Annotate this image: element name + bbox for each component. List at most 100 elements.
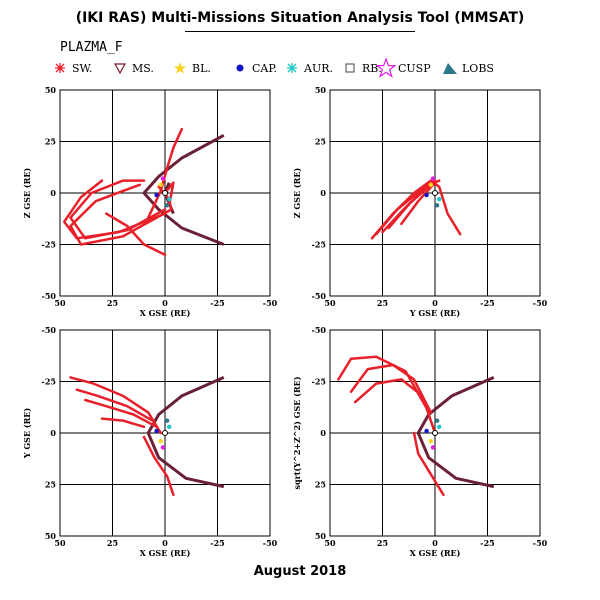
cusp-star-icon xyxy=(376,58,396,78)
x-tick-label: -50 xyxy=(533,298,548,308)
orbit-track xyxy=(142,435,175,497)
region-marker xyxy=(430,176,436,181)
y-tick-label: -50 xyxy=(42,325,57,335)
y-tick-label: 25 xyxy=(45,137,56,147)
rb-square-icon xyxy=(345,63,355,73)
y-tick-label: -25 xyxy=(42,377,56,387)
y-tick-label: 50 xyxy=(45,531,57,541)
legend-item: SW. xyxy=(50,58,92,78)
orbit-track xyxy=(146,127,184,219)
plot-panel: 50 25 0 -25 -50 -50 -25 0 25 50 X GSE (RE) sqrt(Y^2… xyxy=(292,325,548,558)
legend-label: SW. xyxy=(72,61,93,75)
region-marker xyxy=(160,176,166,181)
y-tick-label: -50 xyxy=(312,291,327,301)
orbit-track xyxy=(353,378,424,404)
region-marker xyxy=(164,203,170,208)
region-marker xyxy=(158,182,163,187)
x-tick-label: 0 xyxy=(162,298,168,308)
region-marker xyxy=(424,428,429,434)
x-tick-label: -25 xyxy=(480,538,494,548)
earth-icon xyxy=(432,430,438,436)
boundary-curve xyxy=(142,133,225,246)
orbit-track xyxy=(349,363,433,414)
region-marker xyxy=(434,203,440,208)
orbit-track xyxy=(69,376,163,435)
x-tick-label: 25 xyxy=(377,538,388,548)
orbit-track xyxy=(387,183,433,230)
x-tick-label: 50 xyxy=(54,298,66,308)
x-tick-label: 0 xyxy=(432,298,438,308)
orbit-track xyxy=(100,417,146,429)
y-axis-label: Y GSE (RE) xyxy=(22,408,32,460)
region-marker xyxy=(167,196,172,202)
y-tick-label: 0 xyxy=(50,188,56,198)
region-marker xyxy=(428,182,433,187)
y-tick-label: 0 xyxy=(320,428,326,438)
ms-triangle-icon xyxy=(113,63,127,75)
x-tick-label: 0 xyxy=(432,538,438,548)
y-tick-label: 0 xyxy=(320,188,326,198)
earth-icon xyxy=(432,190,438,196)
boundary-curve xyxy=(416,376,495,489)
y-tick-label: 25 xyxy=(45,480,56,490)
x-tick-label: 50 xyxy=(324,298,336,308)
x-tick-label: 0 xyxy=(162,538,168,548)
legend-item: CUSP xyxy=(376,58,431,78)
plot-panel: 50 25 0 -25 -50 -50 -25 0 25 50 X GSE (RE) Z GSE (R… xyxy=(22,85,278,318)
legend-label: AUR. xyxy=(304,61,333,75)
y-tick-label: 25 xyxy=(315,480,326,490)
legend-item: LOBS xyxy=(440,58,494,78)
x-axis-label: X GSE (RE) xyxy=(140,308,191,318)
x-tick-label: 25 xyxy=(107,538,118,548)
y-tick-label: -25 xyxy=(312,240,326,250)
x-tick-label: -25 xyxy=(210,298,224,308)
x-tick-label: -50 xyxy=(533,538,548,548)
plot-panel: 50 25 0 -25 -50 -50 -25 0 25 50 Y GSE (RE) Z GSE (R… xyxy=(292,85,548,318)
y-tick-label: 0 xyxy=(50,428,56,438)
y-axis-label: Z GSE (RE) xyxy=(22,168,32,219)
legend-item: BL. xyxy=(170,58,211,78)
region-marker xyxy=(154,192,159,198)
y-tick-label: -50 xyxy=(312,325,327,335)
legend-label: RB. xyxy=(362,61,382,75)
y-tick-label: -50 xyxy=(42,291,57,301)
lobs-triangle-icon xyxy=(443,63,457,74)
earth-icon xyxy=(162,430,168,436)
aur-asterisk-icon xyxy=(287,63,297,73)
region-marker xyxy=(167,424,172,430)
legend-item: RB. xyxy=(340,58,382,78)
x-axis-label: X GSE (RE) xyxy=(140,548,191,558)
y-axis-label: Z GSE (RE) xyxy=(292,168,302,219)
figure-title: (IKI RAS) Multi-Missions Situation Analy… xyxy=(75,10,525,26)
title-underline xyxy=(185,31,415,32)
legend-item: MS. xyxy=(110,58,154,78)
legend-label: BL. xyxy=(192,61,211,75)
orbit-track xyxy=(83,398,158,429)
boundary-curve xyxy=(146,376,225,489)
x-axis-label: X GSE (RE) xyxy=(410,548,461,558)
x-tick-label: -50 xyxy=(263,298,278,308)
y-axis-label: sqrt(Y^2+Z^2) GSE (RE) xyxy=(292,376,302,489)
legend-label: MS. xyxy=(132,61,154,75)
x-tick-label: -25 xyxy=(210,538,224,548)
region-marker xyxy=(428,439,433,444)
bl-star-icon xyxy=(174,62,186,74)
sw-asterisk-icon xyxy=(55,63,65,73)
y-tick-label: -25 xyxy=(42,240,56,250)
x-axis-label: Y GSE (RE) xyxy=(409,308,461,318)
plot-panel: 50 25 0 -25 -50 -50 -25 0 25 50 X GSE (RE) Y GSE (R… xyxy=(22,325,278,558)
legend-label: CUSP xyxy=(398,61,431,75)
region-marker xyxy=(437,196,442,202)
legend-item: AUR. xyxy=(282,58,333,78)
x-tick-label: 25 xyxy=(107,298,118,308)
orbit-track xyxy=(69,179,167,240)
cap-dot-icon xyxy=(236,64,244,72)
date-label: August 2018 xyxy=(253,564,347,579)
y-tick-label: 50 xyxy=(45,85,57,95)
region-marker xyxy=(154,428,159,434)
legend-item: CAP. xyxy=(230,58,277,78)
orbit-track xyxy=(337,355,437,435)
y-tick-label: 25 xyxy=(315,137,326,147)
mission-name: PLAZMA_F xyxy=(60,40,123,55)
